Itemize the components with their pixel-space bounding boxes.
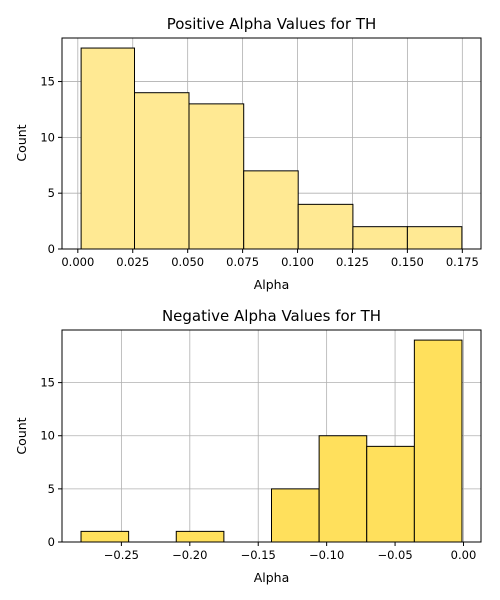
- x-axis-label: Alpha: [254, 570, 290, 585]
- x-tick-label: −0.15: [241, 548, 276, 562]
- y-axis-label: Count: [14, 124, 29, 161]
- histogram-bar: [366, 445, 415, 543]
- x-tick-label: 0.000: [61, 255, 94, 269]
- histogram-bars: [80, 339, 463, 543]
- y-tick-label: 10: [40, 130, 55, 144]
- histogram-bar: [297, 203, 354, 250]
- histogram-bars: [80, 47, 463, 250]
- x-tick-label: 0.125: [336, 255, 369, 269]
- y-tick-label: 5: [48, 482, 55, 496]
- chart-title: Negative Alpha Values for TH: [162, 307, 381, 325]
- histogram-bar: [243, 170, 299, 250]
- y-axis-label: Count: [14, 417, 29, 454]
- x-tick-label: 0.100: [281, 255, 314, 269]
- x-axis-label: Alpha: [254, 277, 290, 292]
- positive-alpha-chart: Positive Alpha Values for TH Alpha Count…: [14, 15, 482, 292]
- histogram-bar: [175, 530, 225, 543]
- chart-title: Positive Alpha Values for TH: [167, 15, 377, 33]
- x-tick-label: 0.150: [391, 255, 424, 269]
- histogram-bar: [80, 530, 130, 543]
- x-tick-label: −0.10: [309, 548, 344, 562]
- x-tick-label: 0.025: [116, 255, 149, 269]
- y-tick-label: 15: [40, 75, 55, 89]
- histogram-bar: [413, 339, 463, 543]
- x-tick-label: −0.20: [172, 548, 207, 562]
- x-tick-label: 0.050: [171, 255, 204, 269]
- axis-ticks: 0.000 0.025 0.050 0.075 0.100 0.125 0.150 0.175…: [40, 75, 478, 269]
- plot-frame: [61, 37, 482, 250]
- axis-ticks: −0.25 −0.20 −0.15 −0.10 −0.05 0.00 0 5 10 15: [40, 376, 476, 562]
- histogram-bar: [80, 47, 136, 250]
- y-tick-label: 5: [48, 186, 55, 200]
- y-tick-label: 15: [40, 376, 55, 390]
- histogram-bar: [188, 103, 245, 250]
- histogram-bar: [406, 226, 463, 250]
- histogram-bar: [352, 226, 408, 250]
- y-tick-label: 0: [48, 535, 55, 549]
- x-tick-label: 0.175: [446, 255, 479, 269]
- histogram-bar: [318, 435, 368, 543]
- histogram-bar: [271, 488, 320, 543]
- x-tick-label: −0.25: [104, 548, 139, 562]
- x-tick-label: 0.075: [226, 255, 259, 269]
- y-tick-label: 10: [40, 429, 55, 443]
- y-tick-label: 0: [48, 242, 55, 256]
- x-tick-label: 0.00: [451, 548, 477, 562]
- histogram-bar: [134, 92, 190, 250]
- x-tick-label: −0.05: [377, 548, 412, 562]
- negative-alpha-chart: Negative Alpha Values for TH Alpha Count…: [14, 307, 482, 585]
